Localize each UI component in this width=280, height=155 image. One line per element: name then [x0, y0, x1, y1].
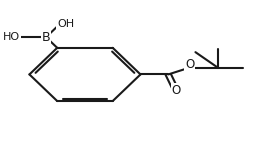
Text: HO: HO	[3, 32, 20, 42]
Text: OH: OH	[57, 19, 74, 29]
Text: O: O	[171, 84, 181, 97]
Text: O: O	[185, 58, 195, 71]
Text: B: B	[42, 31, 50, 44]
